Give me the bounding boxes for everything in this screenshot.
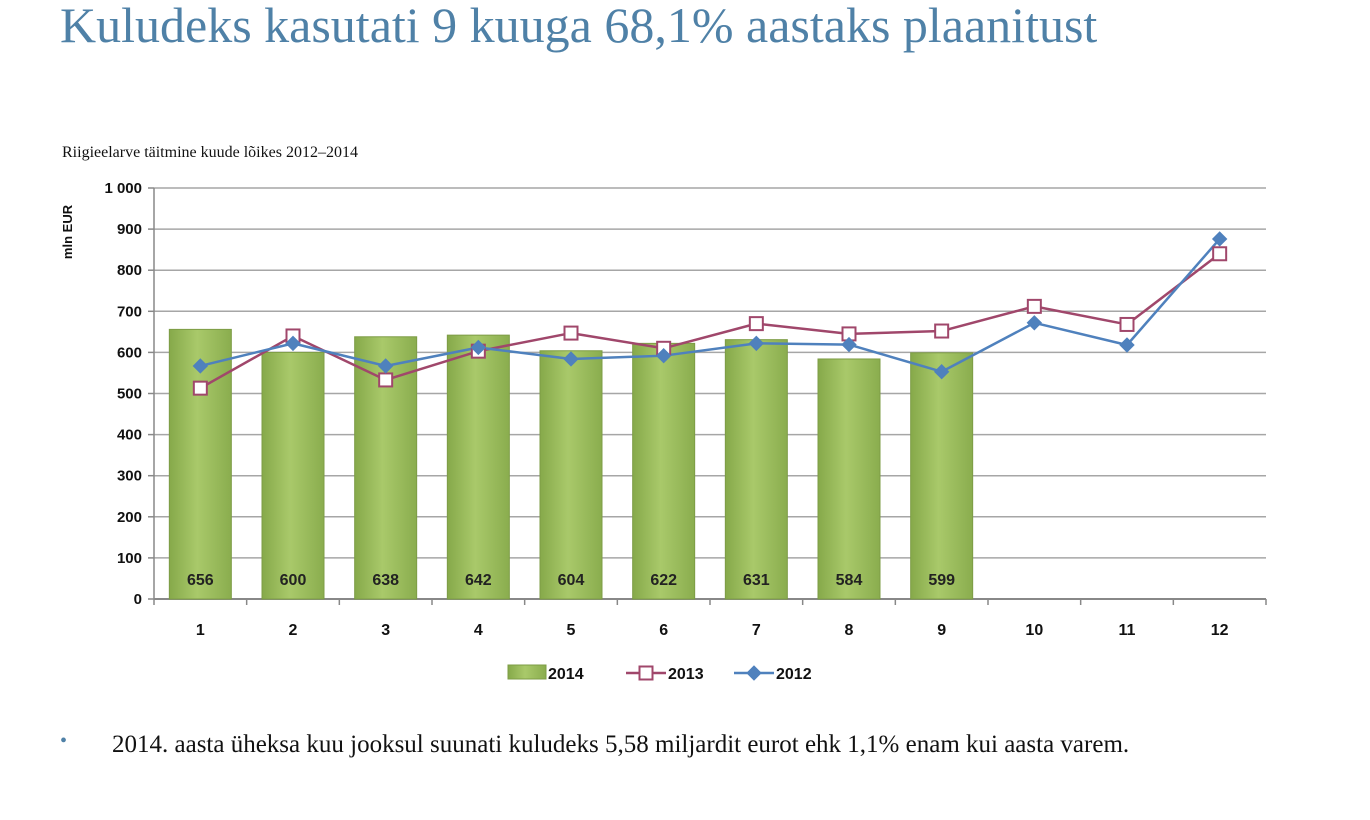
- slide-title: Kuludeks kasutati 9 kuuga 68,1% aastaks …: [60, 0, 1098, 53]
- bar-data-label: 656: [187, 572, 214, 589]
- bullet-marker: •: [60, 730, 68, 752]
- point-2012: [563, 351, 579, 367]
- bar-data-label: 600: [280, 572, 307, 589]
- point-2012: [748, 335, 765, 352]
- x-tick-label: 2: [289, 622, 298, 639]
- point-2013: [748, 316, 764, 332]
- point-2012: [285, 335, 301, 352]
- y-tick-label: 800: [117, 262, 142, 279]
- point-2012: [933, 364, 950, 380]
- y-tick-label: 100: [117, 550, 142, 567]
- point-2012: [1119, 337, 1135, 353]
- legend-label: 2013: [668, 666, 704, 683]
- bar-data-label: 604: [558, 572, 585, 589]
- legend-marker-2012: [746, 665, 762, 681]
- point-2012: [192, 358, 209, 374]
- point-2012: [1026, 315, 1043, 331]
- chart: 0 100 200 300 400 500 600 700 800 900 1 000 mln EUR…: [60, 180, 1267, 683]
- point-2013: [1026, 298, 1042, 314]
- y-tick-label: 700: [117, 303, 142, 320]
- bar-2014: [632, 342, 696, 600]
- line-2013: [199, 252, 1221, 390]
- bullet-text: 2014. aasta üheksa kuu jooksul suunati k…: [112, 731, 1130, 758]
- y-tick-label: 600: [117, 344, 142, 361]
- legend-marker-2013: [638, 665, 654, 681]
- y-tick-label: 900: [117, 221, 142, 238]
- x-tick-label: 7: [752, 622, 761, 639]
- x-tick-label: 4: [474, 622, 483, 639]
- y-tick-label: 200: [117, 509, 142, 526]
- point-2013: [934, 323, 950, 339]
- x-tick-label: 11: [1119, 622, 1136, 639]
- x-tick-label: 12: [1211, 622, 1229, 639]
- point-2013: [378, 372, 394, 388]
- point-2013: [1212, 246, 1228, 262]
- bar-2014: [168, 328, 232, 600]
- bar-data-label: 638: [372, 572, 399, 589]
- point-2012: [377, 358, 394, 374]
- bar-data-label: 631: [743, 572, 770, 589]
- x-tick-label: 3: [381, 622, 390, 639]
- legend-swatch-2014: [507, 664, 547, 680]
- legend-label: 2014: [548, 666, 584, 683]
- bar-2014: [817, 358, 881, 600]
- point-2012: [841, 336, 857, 353]
- bar-data-label: 642: [465, 572, 492, 589]
- point-2012: [470, 339, 487, 356]
- bar-2014: [724, 339, 788, 600]
- bar-data-label: 599: [928, 572, 955, 589]
- point-2012: [655, 347, 672, 364]
- bar-2014: [446, 334, 510, 600]
- x-tick-label: 5: [567, 622, 576, 639]
- bar-2014: [261, 351, 325, 600]
- bar-data-label: 622: [650, 572, 677, 589]
- x-tick-label: 9: [937, 622, 946, 639]
- bar-2014: [910, 352, 974, 600]
- x-tick-label: 8: [845, 622, 854, 639]
- y-tick-label: 500: [117, 386, 142, 403]
- y-tick-label: 300: [117, 468, 142, 485]
- x-tick-label: 6: [659, 622, 668, 639]
- bar-2014: [539, 350, 603, 600]
- legend-label: 2012: [776, 666, 812, 683]
- bar-data-label: 584: [836, 572, 863, 589]
- point-2013: [192, 380, 208, 396]
- x-tick-label: 10: [1025, 622, 1043, 639]
- chart-title: Riigieelarve täitmine kuude lõikes 2012–…: [62, 144, 358, 161]
- y-tick-label: 1 000: [104, 180, 142, 197]
- point-2013: [563, 325, 579, 341]
- point-2013: [1119, 316, 1135, 332]
- point-2012: [1211, 231, 1228, 247]
- x-tick-label: 1: [196, 622, 205, 639]
- y-tick-label: 400: [117, 427, 142, 444]
- y-axis-label: mln EUR: [60, 204, 75, 259]
- y-tick-label: 0: [134, 591, 142, 608]
- line-2012: [200, 238, 1221, 373]
